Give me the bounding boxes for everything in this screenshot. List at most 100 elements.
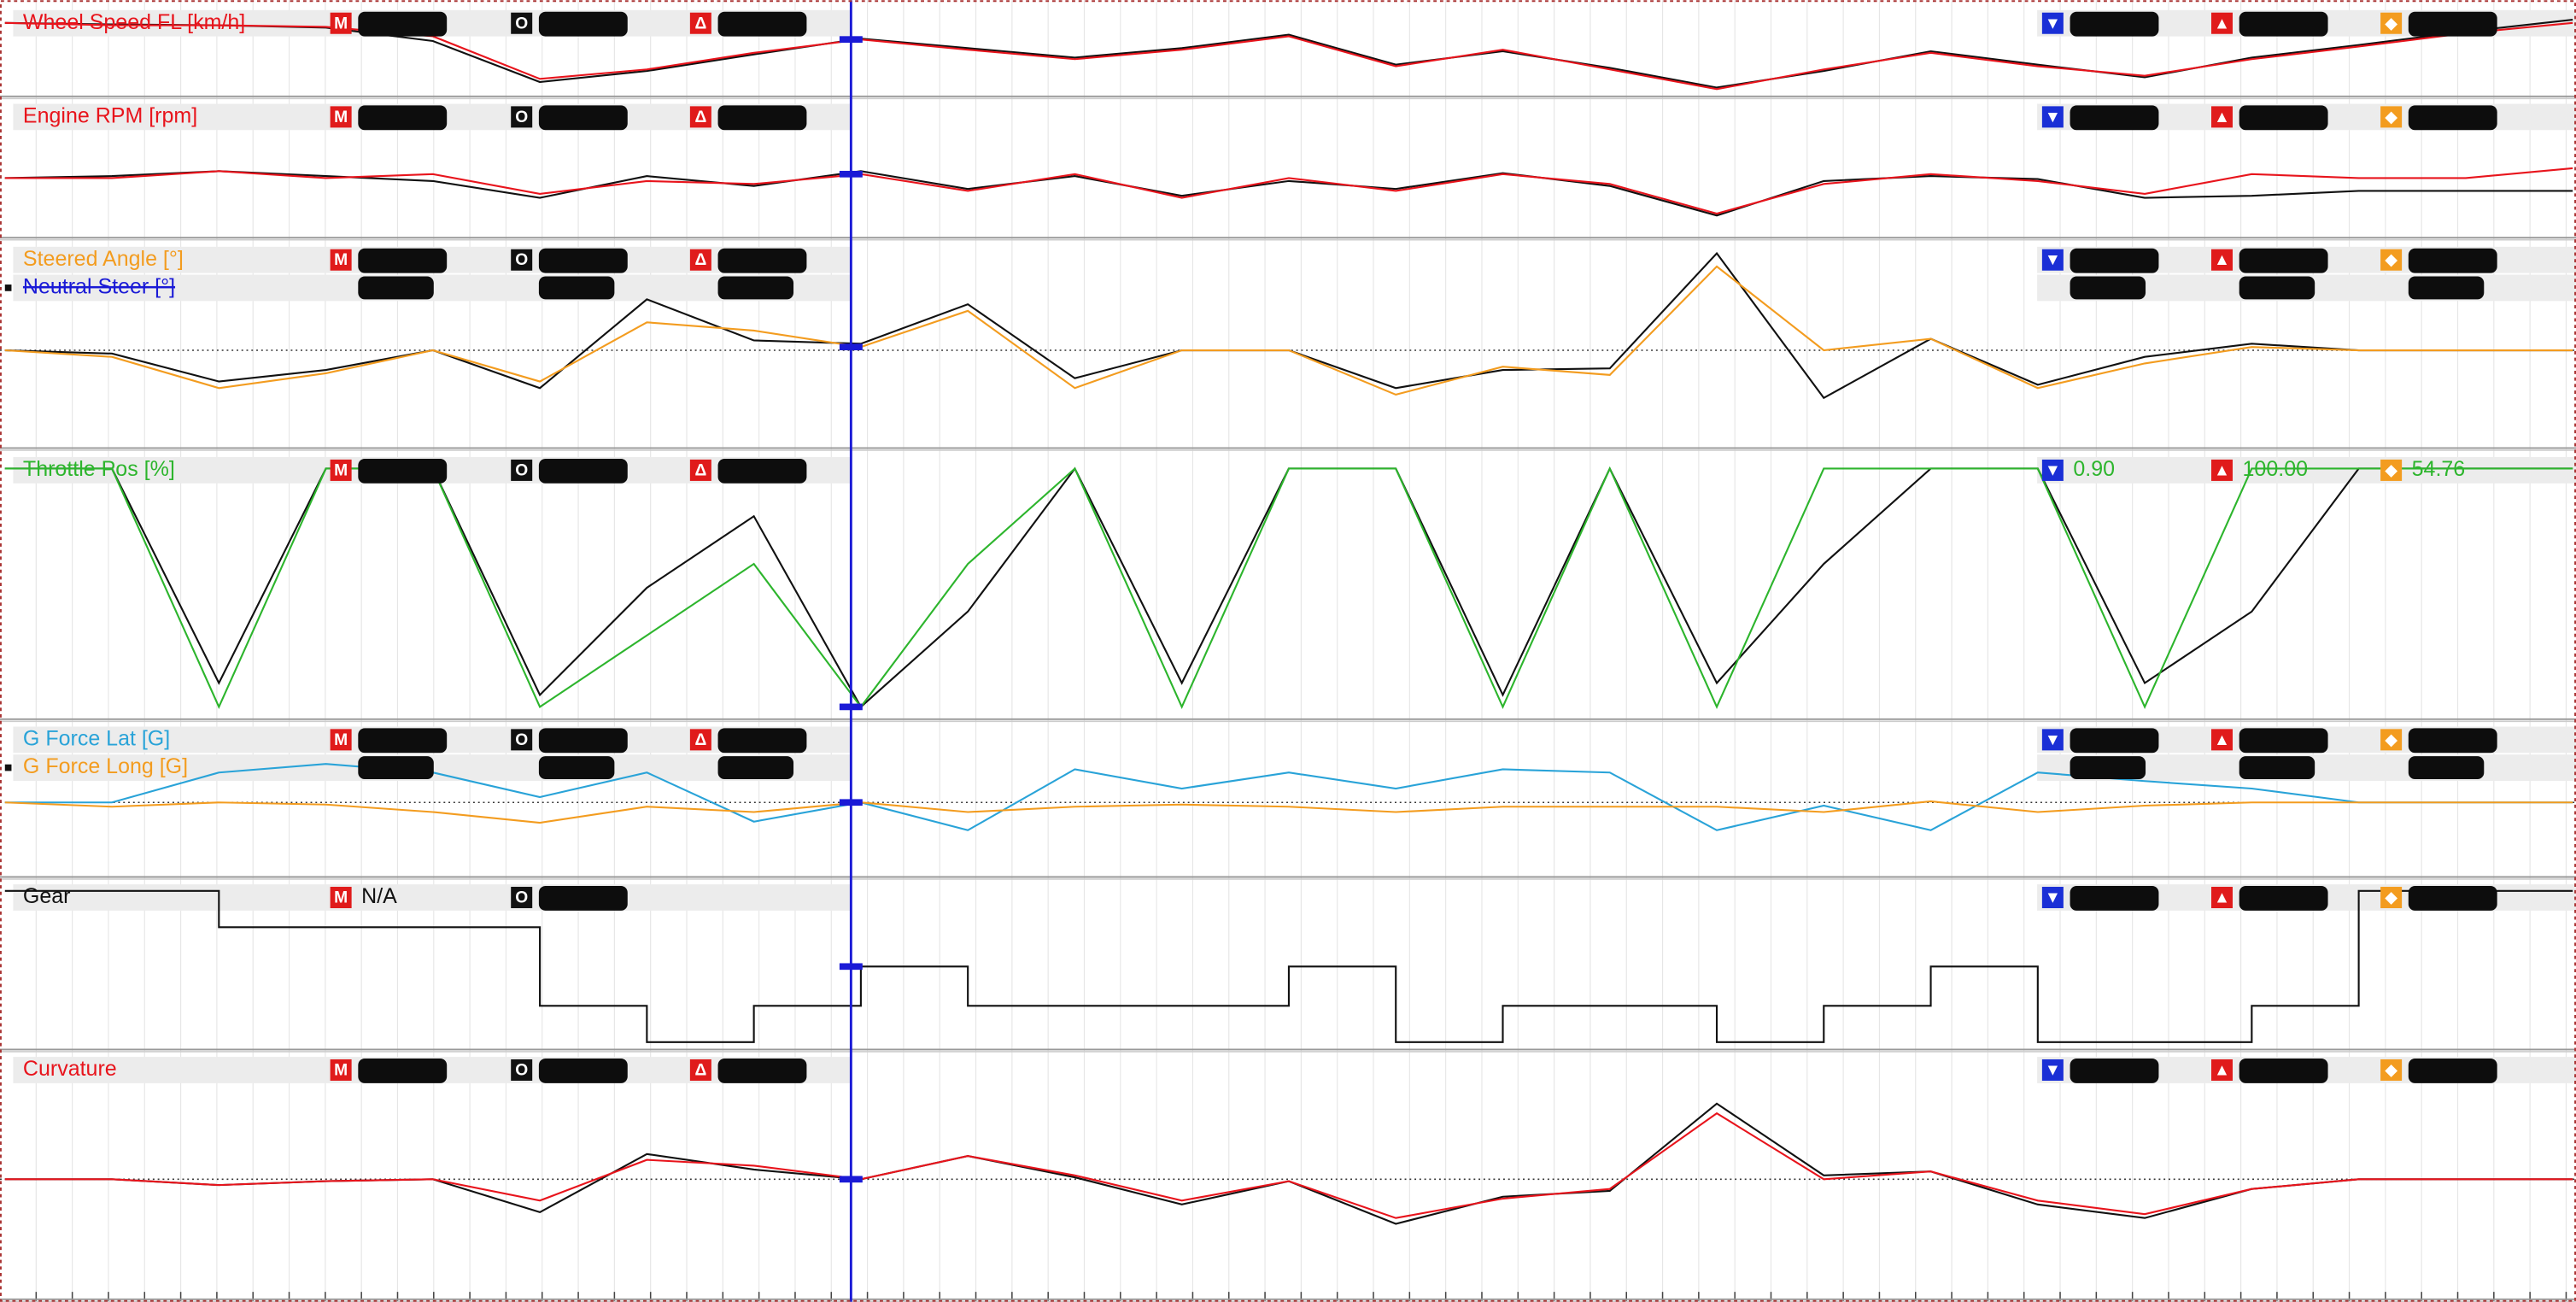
stat-icon[interactable] (2041, 459, 2064, 481)
stat-icon[interactable] (330, 249, 352, 271)
redacted-value (358, 105, 448, 131)
stat-icon[interactable] (330, 459, 352, 481)
stat-icon[interactable] (2041, 887, 2064, 909)
stat-icon-label: M (334, 108, 348, 126)
stat-icon[interactable] (511, 249, 533, 271)
stat-icon[interactable] (689, 459, 711, 481)
stat-icon-label: M (334, 731, 348, 749)
redacted-value (2408, 728, 2497, 754)
redacted-value (2070, 728, 2159, 754)
stat-value: N/A (361, 884, 397, 908)
stat-icon[interactable] (2210, 12, 2233, 34)
stat-icon-label: M (334, 251, 348, 269)
redacted-value (538, 11, 628, 37)
channel-name: G Force Lat [G] (23, 726, 170, 750)
stat-icon[interactable] (511, 459, 533, 481)
redacted-value (538, 728, 628, 754)
stat-icon-label: ▼ (2045, 15, 2061, 32)
stat-icon[interactable] (511, 729, 533, 751)
stat-icon-label: ▲ (2214, 1062, 2230, 1080)
stat-icon[interactable] (330, 12, 352, 34)
stat-icon-label: ▲ (2214, 108, 2230, 126)
stat-icon[interactable] (511, 106, 533, 128)
stat-icon-label: M (334, 889, 348, 907)
stat-icon-label: ◆ (2385, 108, 2397, 126)
redacted-value (717, 105, 807, 131)
stat-icon[interactable] (511, 1059, 533, 1081)
stat-icon-label: ▲ (2214, 889, 2230, 907)
redacted-value (2070, 1059, 2159, 1083)
stat-icon[interactable] (2041, 1059, 2064, 1081)
channel-trace (4, 170, 2573, 217)
stat-icon[interactable] (330, 1059, 352, 1081)
stat-icon[interactable] (2380, 1059, 2403, 1081)
stat-icon[interactable] (330, 106, 352, 128)
redacted-value (2070, 756, 2146, 780)
stat-icon-label: Δ (694, 461, 706, 479)
stat-icon-label: ◆ (2385, 1062, 2397, 1080)
channel-panel: G Force Lat [G] M O Δ ▼ ▲ ◆ G Force Long [G] (0, 726, 2576, 880)
stat-icon[interactable] (689, 12, 711, 34)
redacted-value (717, 728, 807, 754)
redacted-value (717, 458, 807, 484)
stat-icon[interactable] (511, 887, 533, 909)
stat-icon-label: ◆ (2385, 889, 2397, 907)
redacted-value (538, 756, 615, 780)
stat-icon[interactable] (330, 729, 352, 751)
stat-icon-label: O (515, 461, 528, 479)
channel-panel: Throttle Pos [%] M O Δ ▼ 0.90 ▲ 100.00 ◆ 54.76 (0, 457, 2576, 723)
stat-icon-label: ▼ (2045, 1062, 2061, 1080)
redacted-value (2408, 248, 2497, 273)
channel-name: Throttle Pos [%] (23, 457, 175, 481)
stat-icon[interactable] (2210, 106, 2233, 128)
header-band (13, 884, 852, 911)
stat-icon-label: ▲ (2214, 731, 2230, 749)
stat-icon[interactable] (689, 106, 711, 128)
channel-panels: Wheel Speed FL [km/h] M O Δ ▼ ▲ ◆Engine RPM [r… (0, 10, 2576, 1302)
stat-icon[interactable] (2041, 12, 2064, 34)
stat-icon[interactable] (2210, 249, 2233, 271)
channel-panel: Wheel Speed FL [km/h] M O Δ ▼ ▲ ◆ (0, 10, 2576, 100)
redacted-value (2070, 105, 2159, 131)
stat-icon[interactable] (2380, 729, 2403, 751)
channel-trace (4, 800, 2573, 824)
stat-icon-label: ◆ (2385, 251, 2397, 269)
stat-icon[interactable] (2210, 1059, 2233, 1081)
stat-icon-label: ◆ (2385, 731, 2397, 749)
stat-icon[interactable] (2380, 12, 2403, 34)
channel-name: Wheel Speed FL [km/h] (23, 10, 245, 34)
channel-panel: Curvature M O Δ ▼ ▲ ◆ (0, 1057, 2576, 1302)
stat-icon-label: ▼ (2045, 461, 2061, 479)
stat-icon-label: Δ (694, 1062, 706, 1080)
stat-icon[interactable] (2380, 459, 2403, 481)
stat-icon-label: M (334, 461, 348, 479)
redacted-value (2070, 248, 2159, 273)
channel-trace (4, 167, 2573, 215)
stat-icon[interactable] (2210, 887, 2233, 909)
stat-icon[interactable] (330, 887, 352, 909)
stat-icon-label: ▼ (2045, 889, 2061, 907)
redacted-value (2408, 11, 2497, 37)
stat-icon-label: O (515, 731, 528, 749)
redacted-value (717, 276, 794, 300)
stat-icon[interactable] (689, 249, 711, 271)
stat-icon[interactable] (2380, 249, 2403, 271)
stat-icon[interactable] (2041, 729, 2064, 751)
redacted-value (2408, 1059, 2497, 1083)
stat-icon-label: O (515, 251, 528, 269)
stat-icon-label: ◆ (2385, 461, 2397, 479)
stat-icon[interactable] (689, 1059, 711, 1081)
stat-icon[interactable] (2210, 459, 2233, 481)
stat-icon[interactable] (689, 729, 711, 751)
stat-icon-label: O (515, 108, 528, 126)
stat-icon[interactable] (2210, 729, 2233, 751)
stat-icon-label: ▼ (2045, 251, 2061, 269)
stat-icon[interactable] (2380, 887, 2403, 909)
channel-panel: Steered Angle [°] M O Δ ▼ ▲ ◆ Neutral Steer [°] (0, 247, 2576, 451)
stat-icon[interactable] (2041, 106, 2064, 128)
stat-icon[interactable] (511, 12, 533, 34)
stat-icon[interactable] (2380, 106, 2403, 128)
stat-icon[interactable] (2041, 249, 2064, 271)
